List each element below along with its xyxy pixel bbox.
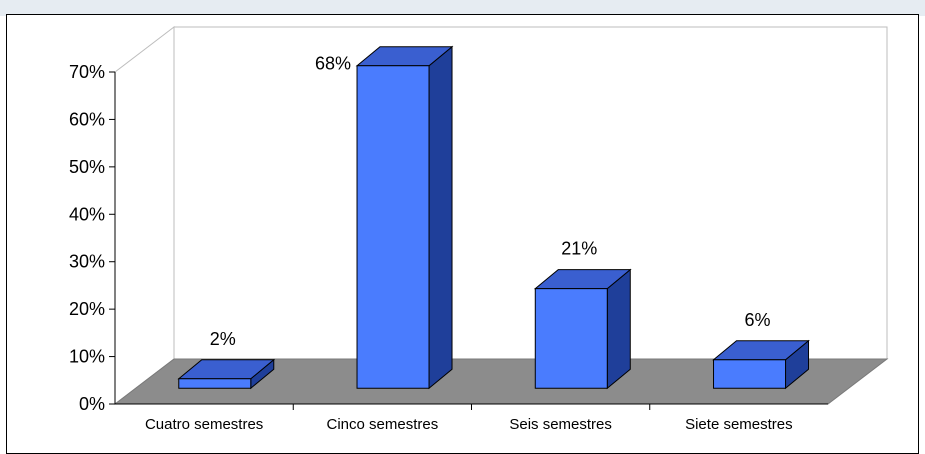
y-tick-label: 20% bbox=[69, 299, 105, 319]
bar bbox=[713, 359, 787, 389]
bar-side bbox=[428, 45, 453, 390]
bar bbox=[178, 378, 252, 389]
data-label: 2% bbox=[210, 329, 236, 349]
bar bbox=[356, 65, 430, 389]
data-label: 68% bbox=[315, 54, 351, 74]
data-label: 21% bbox=[561, 239, 597, 259]
category-labels: Cuatro semestres Cinco semestres Seis seme… bbox=[145, 416, 793, 433]
y-axis-ticks: 0% 10% 20% 30% 40% 50% 60% 70% bbox=[69, 62, 828, 414]
category-label: Siete semestres bbox=[685, 416, 793, 433]
bar bbox=[534, 288, 608, 389]
y-tick-label: 10% bbox=[69, 347, 105, 367]
data-labels: 2% 68% 21% 6% bbox=[210, 54, 771, 349]
header-band bbox=[0, 0, 925, 16]
category-label: Cinco semestres bbox=[327, 416, 439, 433]
bars bbox=[177, 45, 810, 390]
back-wall bbox=[173, 26, 888, 360]
side-wall bbox=[114, 25, 175, 406]
category-label: Cuatro semestres bbox=[145, 416, 263, 433]
data-label: 6% bbox=[745, 310, 771, 330]
y-tick-label: 60% bbox=[69, 109, 105, 129]
category-label: Seis semestres bbox=[509, 416, 612, 433]
y-tick-label: 30% bbox=[69, 252, 105, 272]
y-tick-label: 40% bbox=[69, 204, 105, 224]
y-tick-label: 50% bbox=[69, 157, 105, 177]
y-tick-label: 0% bbox=[79, 394, 105, 414]
bar-side bbox=[606, 268, 631, 390]
y-tick-label: 70% bbox=[69, 62, 105, 82]
